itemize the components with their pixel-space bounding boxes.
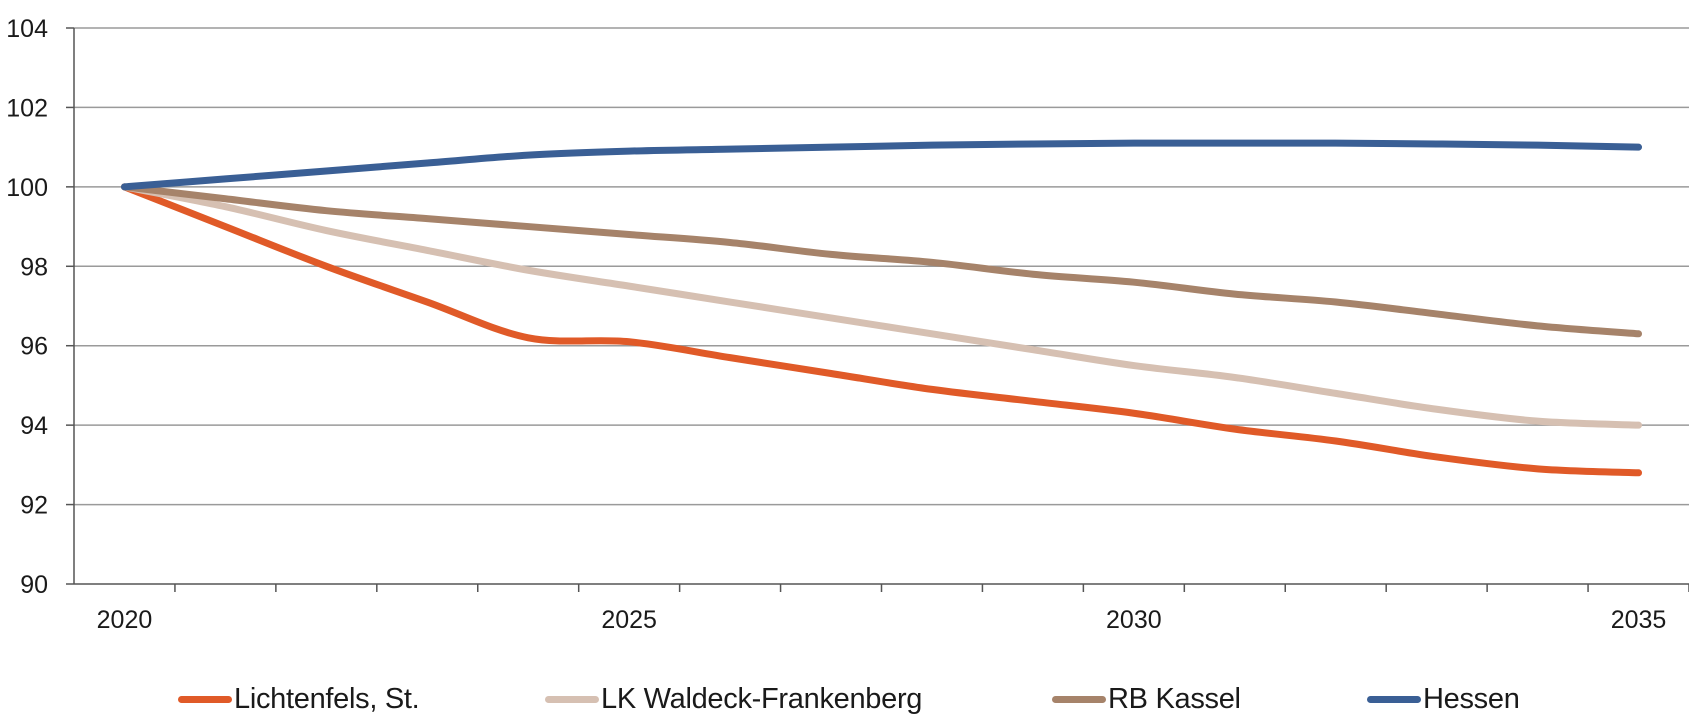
gridlines <box>74 27 1689 506</box>
legend-label-rb-kassel: RB Kassel <box>1108 682 1241 715</box>
legend: Lichtenfels, St. LK Waldeck-Frankenberg … <box>0 680 1689 718</box>
x-tick-label-2035: 2035 <box>1611 606 1667 634</box>
y-tick-label-92: 92 <box>20 492 48 520</box>
legend-swatch-lichtenfels <box>178 695 232 703</box>
legend-swatch-waldeck-frankenberg <box>545 695 599 703</box>
x-tick-label-2030: 2030 <box>1106 606 1162 634</box>
legend-label-hessen: Hessen <box>1423 682 1520 715</box>
x-tick-label-2020: 2020 <box>97 606 153 634</box>
y-tick-label-94: 94 <box>20 412 48 440</box>
y-tick-label-104: 104 <box>6 15 48 43</box>
y-tick-label-98: 98 <box>20 253 48 281</box>
legend-label-waldeck-frankenberg: LK Waldeck-Frankenberg <box>601 682 923 715</box>
series-line-waldeck-frankenberg <box>120 183 1643 429</box>
x-tick-label-2025: 2025 <box>601 606 657 634</box>
y-tick-label-90: 90 <box>20 571 48 599</box>
legend-item-hessen: Hessen <box>1367 680 1520 718</box>
series-line-lichtenfels <box>120 183 1643 477</box>
series-lines <box>120 139 1643 477</box>
series-line-rb-kassel <box>120 183 1643 338</box>
axes <box>73 28 1689 585</box>
x-axis-ticks: 2020 2025 2030 2035 <box>97 584 1689 634</box>
y-tick-label-96: 96 <box>20 333 48 361</box>
y-tick-label-100: 100 <box>6 174 48 202</box>
legend-item-lichtenfels: Lichtenfels, St. <box>178 680 420 718</box>
legend-item-rb-kassel: RB Kassel <box>1052 680 1241 718</box>
legend-label-lichtenfels: Lichtenfels, St. <box>234 682 420 715</box>
y-tick-label-102: 102 <box>6 94 48 122</box>
legend-swatch-rb-kassel <box>1052 695 1106 703</box>
legend-item-waldeck-frankenberg: LK Waldeck-Frankenberg <box>545 680 922 718</box>
y-axis-ticks: 90 92 94 96 98 100 102 104 <box>6 15 74 599</box>
line-chart: 90 92 94 96 98 100 102 104 2020 2025 2030 2035 <box>6 15 1689 634</box>
legend-swatch-hessen <box>1367 695 1421 703</box>
series-line-hessen <box>120 139 1643 191</box>
